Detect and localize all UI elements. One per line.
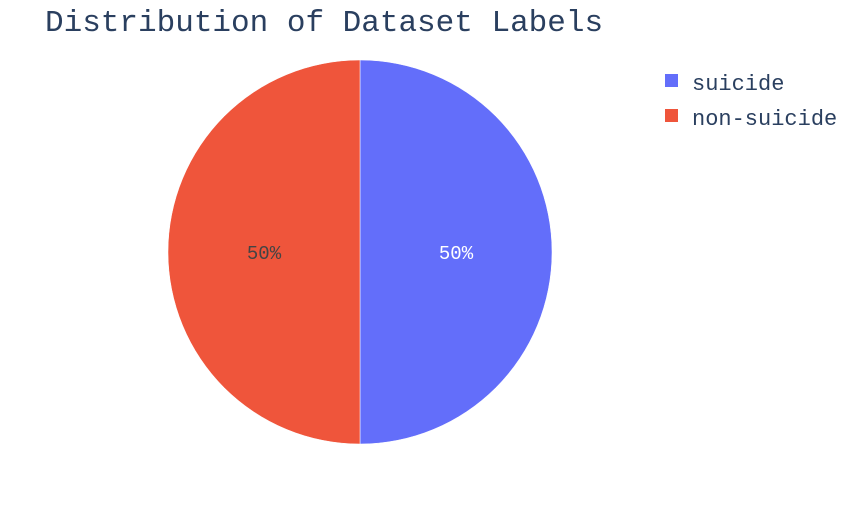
legend-swatch-non-suicide <box>665 109 678 122</box>
slice-label-non-suicide: 50% <box>247 243 282 265</box>
chart-title: Distribution of Dataset Labels <box>45 6 603 41</box>
slice-label-suicide: 50% <box>439 243 474 265</box>
legend-swatch-suicide <box>665 74 678 87</box>
legend-label-non-suicide: non-suicide <box>692 107 837 132</box>
legend-label-suicide: suicide <box>692 72 784 97</box>
pie-slice-labels: 50% 50% <box>247 243 474 265</box>
pie-slice-non-suicide <box>167 59 361 445</box>
legend: suicide non-suicide <box>665 72 837 132</box>
pie-slices <box>167 59 553 445</box>
pie-slice-suicide <box>359 59 553 445</box>
